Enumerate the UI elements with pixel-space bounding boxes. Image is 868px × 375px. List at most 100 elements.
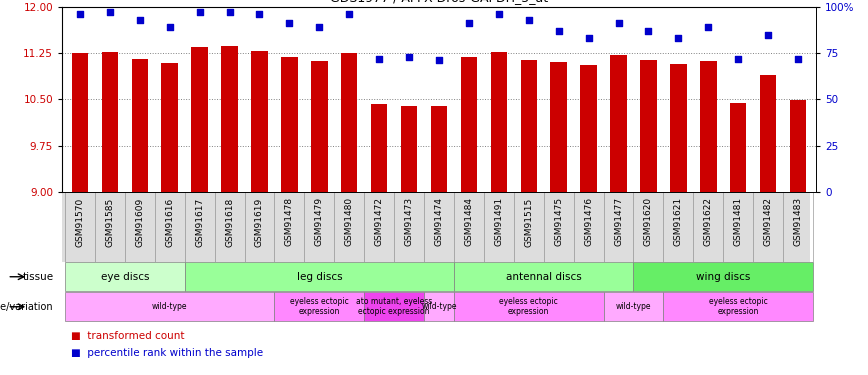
Bar [700, 61, 716, 192]
Text: GSM91621: GSM91621 [674, 197, 683, 246]
Bar [341, 53, 358, 192]
Point [402, 54, 416, 60]
Text: GSM91622: GSM91622 [704, 197, 713, 246]
Bar [424, 292, 454, 321]
Point [641, 28, 655, 34]
Bar [663, 292, 813, 321]
Bar [185, 262, 454, 291]
Bar [641, 60, 657, 192]
Bar [521, 60, 537, 192]
Point [612, 20, 626, 26]
Text: GSM91479: GSM91479 [315, 197, 324, 246]
Point [73, 11, 87, 17]
Text: tissue: tissue [23, 272, 53, 282]
Text: GSM91482: GSM91482 [764, 197, 773, 246]
Bar [274, 292, 365, 321]
Bar [251, 51, 267, 192]
Bar [634, 262, 813, 291]
Bar [581, 65, 597, 192]
Text: ■  percentile rank within the sample: ■ percentile rank within the sample [70, 348, 263, 358]
Text: GSM91473: GSM91473 [404, 197, 413, 246]
Text: GSM91474: GSM91474 [435, 197, 444, 246]
Point [522, 17, 536, 23]
Text: wild-type: wild-type [615, 302, 651, 311]
Point [253, 11, 266, 17]
Point [672, 35, 686, 41]
Bar [490, 53, 507, 192]
Point [582, 35, 595, 41]
Text: ato mutant, eyeless
ectopic expression: ato mutant, eyeless ectopic expression [356, 297, 432, 316]
Text: eye discs: eye discs [101, 272, 149, 282]
Text: GSM91585: GSM91585 [105, 197, 115, 247]
Bar [610, 55, 627, 192]
Bar [550, 62, 567, 192]
Bar [72, 53, 89, 192]
Point [193, 9, 207, 15]
Text: wing discs: wing discs [696, 272, 751, 282]
Point [552, 28, 566, 34]
Text: GSM91475: GSM91475 [554, 197, 563, 246]
Text: leg discs: leg discs [297, 272, 342, 282]
Point [342, 11, 356, 17]
Text: GSM91476: GSM91476 [584, 197, 593, 246]
Bar [401, 106, 418, 192]
Text: GSM91619: GSM91619 [255, 197, 264, 247]
Point [372, 56, 386, 62]
Text: GSM91491: GSM91491 [495, 197, 503, 246]
Bar [790, 100, 806, 192]
Text: GSM91617: GSM91617 [195, 197, 204, 247]
Point [462, 20, 476, 26]
Text: wild-type: wild-type [152, 302, 187, 311]
Point [761, 32, 775, 38]
Bar [365, 292, 424, 321]
Bar [603, 292, 663, 321]
Text: ■  transformed count: ■ transformed count [70, 332, 184, 342]
Bar [132, 59, 148, 192]
Bar [221, 46, 238, 192]
Point [432, 57, 446, 63]
Text: GSM91472: GSM91472 [375, 197, 384, 246]
Text: GSM91515: GSM91515 [524, 197, 533, 247]
Text: GSM91480: GSM91480 [345, 197, 354, 246]
Text: GSM91477: GSM91477 [614, 197, 623, 246]
Bar [454, 292, 603, 321]
Point [103, 9, 117, 15]
Point [282, 20, 296, 26]
Text: GSM91483: GSM91483 [793, 197, 803, 246]
Bar [281, 57, 298, 192]
Point [222, 9, 236, 15]
Text: genotype/variation: genotype/variation [0, 302, 53, 312]
Bar [670, 64, 687, 192]
Bar [192, 47, 207, 192]
Bar [371, 104, 387, 192]
Bar [161, 63, 178, 192]
Title: GDS1977 / AFFX-Dros-GAPDH_5_at: GDS1977 / AFFX-Dros-GAPDH_5_at [330, 0, 548, 4]
Bar [65, 292, 274, 321]
Point [133, 17, 147, 23]
Text: eyeless ectopic
expression: eyeless ectopic expression [499, 297, 558, 316]
Point [492, 11, 506, 17]
Bar [760, 75, 776, 192]
Text: GSM91478: GSM91478 [285, 197, 294, 246]
Text: GSM91484: GSM91484 [464, 197, 473, 246]
Bar [102, 52, 118, 192]
Point [731, 56, 745, 62]
Text: GSM91616: GSM91616 [165, 197, 174, 247]
Text: eyeless ectopic
expression: eyeless ectopic expression [290, 297, 349, 316]
Bar [65, 262, 185, 291]
Text: wild-type: wild-type [421, 302, 457, 311]
Point [791, 56, 805, 62]
Text: antennal discs: antennal discs [506, 272, 582, 282]
Point [312, 24, 326, 30]
Bar [311, 61, 327, 192]
Bar [454, 262, 634, 291]
Bar [730, 103, 746, 192]
Text: GSM91620: GSM91620 [644, 197, 653, 246]
Point [701, 24, 715, 30]
Point [163, 24, 177, 30]
Text: GSM91570: GSM91570 [76, 197, 84, 247]
Bar [461, 57, 477, 192]
Text: GSM91609: GSM91609 [135, 197, 144, 247]
Text: GSM91481: GSM91481 [733, 197, 743, 246]
Bar [431, 106, 447, 192]
